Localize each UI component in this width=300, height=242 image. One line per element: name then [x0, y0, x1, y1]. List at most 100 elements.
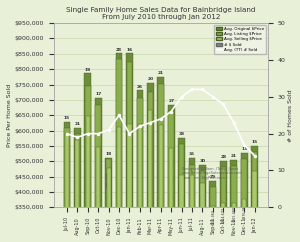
Bar: [86, 116, 90, 242]
Text: $365,480: $365,480: [232, 206, 236, 222]
Bar: [85, 86, 91, 242]
Text: 21: 21: [74, 122, 80, 126]
Bar: [178, 138, 185, 242]
Bar: [106, 159, 111, 242]
Bar: [136, 90, 143, 242]
Text: 21: 21: [231, 154, 237, 158]
Bar: [75, 134, 80, 242]
Text: $456,571: $456,571: [180, 178, 184, 194]
Bar: [231, 166, 236, 242]
Bar: [127, 62, 132, 242]
Bar: [169, 148, 173, 242]
Text: $612,240: $612,240: [117, 130, 121, 146]
Text: $570,271: $570,271: [75, 144, 80, 159]
Text: $478,038: $478,038: [106, 172, 111, 188]
Bar: [253, 171, 257, 242]
Text: $620,298: $620,298: [138, 128, 142, 144]
Text: 18: 18: [85, 68, 91, 72]
Text: 15: 15: [251, 140, 258, 144]
Bar: [179, 175, 184, 242]
Bar: [199, 165, 206, 242]
Bar: [189, 165, 195, 242]
Bar: [232, 203, 236, 242]
Bar: [74, 128, 81, 242]
Bar: [221, 203, 225, 242]
Bar: [200, 183, 205, 242]
Text: $646,373: $646,373: [86, 120, 90, 136]
Bar: [242, 199, 246, 242]
Text: 33: 33: [178, 132, 184, 136]
Bar: [190, 175, 194, 242]
Text: 35: 35: [189, 152, 195, 157]
Bar: [200, 171, 205, 242]
Bar: [220, 161, 227, 242]
Text: $548,054: $548,054: [96, 150, 100, 166]
Bar: [189, 158, 195, 242]
Text: $429,024: $429,024: [200, 187, 204, 203]
Bar: [210, 187, 216, 242]
Bar: [230, 160, 237, 242]
Text: 28: 28: [220, 155, 226, 159]
Text: 20: 20: [147, 77, 153, 81]
Text: 15: 15: [64, 116, 70, 120]
Bar: [65, 134, 69, 242]
Bar: [252, 152, 257, 242]
Bar: [137, 98, 143, 242]
Bar: [158, 84, 164, 242]
Text: $376,066: $376,066: [242, 203, 246, 219]
Text: 28: 28: [116, 48, 122, 52]
Bar: [96, 146, 100, 242]
Text: $455,027: $455,027: [190, 179, 194, 195]
Bar: [75, 140, 80, 242]
Text: 30: 30: [200, 159, 206, 163]
Bar: [211, 206, 215, 242]
Text: 16: 16: [126, 48, 133, 52]
Text: Designed William. (Terry) Jones
www.BainbridgeSalesperson.com
www.Jones.SkyPilot: Designed William. (Terry) Jones www.Bain…: [182, 167, 243, 180]
Y-axis label: # of Homes Sold: # of Homes Sold: [288, 89, 293, 142]
Text: 27: 27: [168, 99, 174, 103]
Text: $544,097: $544,097: [169, 151, 173, 167]
Bar: [106, 168, 111, 242]
Bar: [126, 53, 133, 242]
Text: $622,240: $622,240: [128, 128, 131, 144]
Bar: [64, 122, 70, 242]
Text: $666,183: $666,183: [148, 114, 152, 130]
Bar: [95, 98, 102, 242]
Text: 26: 26: [137, 84, 143, 89]
Text: $618,145: $618,145: [159, 129, 163, 145]
Bar: [242, 159, 247, 242]
Legend: Avg. Original $Price, Avg. Listing $Price, Avg. Selling $Price, # $ Sold, Avg. (: Avg. Original $Price, Avg. Listing $Pric…: [214, 25, 266, 53]
Bar: [105, 158, 112, 242]
Title: Single Family Home Sales Data for Bainbridge Island
From July 2010 through Jan 2: Single Family Home Sales Data for Bainbr…: [66, 7, 256, 20]
Bar: [158, 77, 164, 242]
Bar: [84, 74, 91, 242]
Bar: [179, 144, 184, 242]
Bar: [64, 128, 70, 242]
Bar: [148, 110, 152, 242]
Text: 29: 29: [210, 175, 216, 179]
Bar: [95, 105, 101, 242]
Text: $355,463: $355,463: [211, 209, 215, 225]
Text: 21: 21: [158, 71, 164, 75]
Bar: [128, 124, 132, 242]
Bar: [168, 111, 174, 242]
Bar: [117, 127, 121, 242]
Text: $364,673: $364,673: [221, 206, 225, 222]
Bar: [209, 181, 216, 242]
Bar: [147, 83, 154, 242]
Bar: [251, 146, 258, 242]
Text: $468,025: $468,025: [253, 175, 256, 191]
Y-axis label: Price Per Home Sold: Price Per Home Sold: [7, 83, 12, 147]
Bar: [138, 124, 142, 242]
Text: $590,000: $590,000: [65, 137, 69, 153]
Text: 18: 18: [106, 152, 112, 156]
Text: 13: 13: [241, 147, 247, 151]
Bar: [148, 92, 153, 242]
Bar: [159, 125, 163, 242]
Bar: [220, 167, 226, 242]
Bar: [116, 53, 122, 242]
Text: 17: 17: [95, 92, 101, 96]
Bar: [241, 153, 247, 242]
Bar: [116, 59, 122, 242]
Bar: [168, 105, 175, 242]
